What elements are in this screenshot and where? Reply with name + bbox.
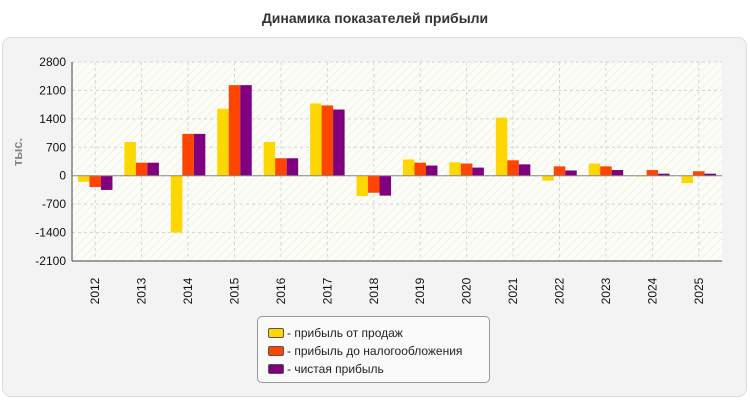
bar	[449, 162, 461, 176]
y-tick-label: -2100	[35, 254, 66, 268]
bar	[460, 163, 473, 176]
bar	[321, 105, 334, 176]
x-tick-label: 2018	[367, 277, 381, 304]
bar	[611, 170, 624, 176]
chart-title: Динамика показателей прибыли	[261, 10, 489, 26]
legend: - прибыль от продаж - прибыль до налогоо…	[257, 316, 490, 383]
bar	[693, 171, 705, 176]
bar	[240, 85, 252, 176]
x-tick-label: 2014	[181, 277, 195, 304]
legend-label: - прибыль от продаж	[287, 326, 403, 340]
axes	[71, 62, 722, 262]
bar	[542, 175, 554, 181]
bar	[193, 133, 206, 176]
y-tick-label: 0	[59, 169, 66, 183]
legend-swatch	[268, 328, 284, 338]
y-tick-label: 2800	[39, 55, 66, 69]
bar	[507, 160, 519, 176]
x-tick-label: 2020	[460, 277, 474, 304]
x-tick-label: 2012	[88, 277, 102, 304]
bar	[472, 167, 484, 176]
bar	[588, 163, 601, 176]
bar	[286, 158, 299, 176]
x-tick-label: 2021	[506, 277, 520, 304]
bar	[495, 117, 508, 176]
x-tick-labels: 2012 2013 2014 2015 2016 2017 2018 2019 2020 2021…	[88, 277, 706, 304]
bar	[600, 166, 612, 176]
legend-swatch	[268, 346, 284, 356]
x-tick-label: 2016	[274, 277, 288, 304]
bar	[217, 108, 229, 176]
bar	[553, 166, 566, 176]
bar	[333, 109, 345, 176]
y-tick-label: 700	[46, 140, 66, 154]
bar	[89, 175, 101, 188]
x-tick-label: 2019	[413, 277, 427, 304]
y-tick-label: 1400	[39, 112, 66, 126]
legend-item-net-profit: - чистая прибыль	[268, 360, 489, 378]
bar	[310, 103, 322, 176]
y-tick-label: 2100	[39, 83, 66, 97]
x-tick-label: 2013	[135, 277, 149, 304]
x-tick-label: 2023	[599, 277, 613, 304]
legend-item-pretax-profit: - прибыль до налогообложения	[268, 342, 489, 360]
legend-label: - чистая прибыль	[287, 362, 384, 376]
bar	[77, 175, 90, 182]
bar	[135, 162, 148, 176]
bar	[414, 162, 426, 176]
x-tick-label: 2024	[645, 277, 659, 304]
bar	[356, 175, 369, 197]
bar	[681, 175, 694, 184]
y-tick-label: -700	[42, 197, 66, 211]
bar	[124, 142, 136, 176]
bar	[565, 170, 577, 176]
legend-label: - прибыль до налогообложения	[287, 344, 463, 358]
bar	[368, 175, 380, 193]
bar	[658, 173, 670, 176]
bar	[704, 173, 717, 176]
x-tick-label: 2015	[228, 277, 242, 304]
bar	[228, 85, 241, 176]
bar	[182, 133, 194, 176]
x-tick-label: 2017	[320, 277, 334, 304]
bar	[275, 158, 287, 176]
bar	[263, 142, 276, 176]
legend-item-sales-profit: - прибыль от продаж	[268, 324, 489, 342]
bars	[77, 85, 717, 233]
bar	[425, 165, 438, 176]
bar	[646, 170, 659, 176]
bar	[379, 175, 392, 196]
y-axis-label: тыс.	[10, 138, 25, 166]
x-tick-label: 2025	[692, 277, 706, 304]
bar	[518, 164, 531, 176]
legend-swatch	[268, 364, 284, 374]
y-tick-labels: 2800 2100 1400 700 0 -700 -1400 -2100	[35, 55, 66, 268]
bar	[170, 175, 183, 233]
bar	[402, 159, 415, 176]
bar	[100, 175, 113, 190]
bar	[147, 162, 159, 176]
y-tick-label: -1400	[35, 226, 66, 240]
x-tick-label: 2022	[553, 277, 567, 304]
plot-area	[72, 62, 722, 261]
